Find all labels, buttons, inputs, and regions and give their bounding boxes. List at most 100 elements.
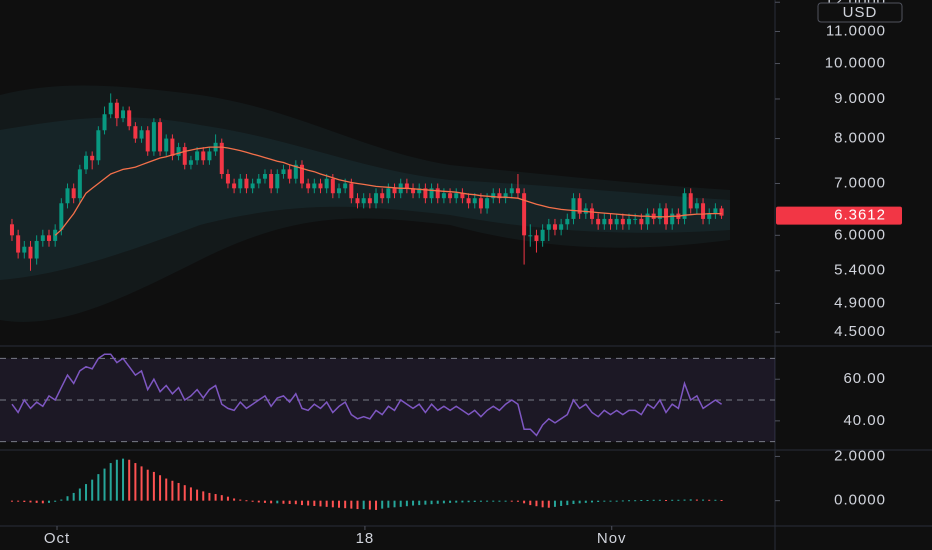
candle-body xyxy=(670,213,675,225)
y-tick-label: 40.00 xyxy=(843,412,886,429)
last-price-box xyxy=(776,206,902,225)
histogram-bar xyxy=(140,466,143,501)
candle-body xyxy=(256,178,261,184)
currency-label[interactable]: USD xyxy=(843,4,878,21)
y-tick-label: 8.0000 xyxy=(834,130,886,147)
candle-body xyxy=(281,169,286,175)
histogram-bar xyxy=(122,458,125,501)
candle-body xyxy=(40,235,45,241)
candle-body xyxy=(571,198,576,219)
candle-body xyxy=(250,183,255,189)
histogram-bar xyxy=(78,488,81,501)
y-tick-label: 2.0000 xyxy=(834,447,886,464)
candle-body xyxy=(90,155,95,161)
histogram-bar xyxy=(103,468,106,501)
histogram-bar xyxy=(208,492,211,501)
histogram-bar xyxy=(276,500,279,504)
currency-box[interactable] xyxy=(817,2,903,23)
histogram-bar xyxy=(109,463,112,501)
candle-body xyxy=(701,203,706,219)
histogram-bar xyxy=(196,489,199,501)
histogram-bar xyxy=(202,491,205,501)
candle-body xyxy=(589,208,594,219)
candle-body xyxy=(577,198,582,214)
candle-body xyxy=(466,198,471,204)
histogram-bar xyxy=(442,500,445,504)
candle-body xyxy=(707,213,712,219)
histogram-bar xyxy=(368,500,371,510)
candle-body xyxy=(84,155,89,170)
histogram-bar xyxy=(720,500,723,502)
histogram-bar xyxy=(597,500,600,502)
candle-body xyxy=(195,151,200,161)
candle-body xyxy=(46,235,51,241)
histogram-bar xyxy=(381,500,384,509)
candle-body xyxy=(145,130,150,152)
candle-body xyxy=(460,193,465,199)
histogram-bar xyxy=(541,500,544,508)
histogram-bar xyxy=(473,500,476,502)
histogram-bar xyxy=(461,500,464,503)
candle-body xyxy=(232,183,237,189)
candle-body xyxy=(528,235,533,237)
histogram-bar xyxy=(115,459,118,501)
histogram-bar xyxy=(159,475,162,501)
histogram-bar xyxy=(97,474,100,501)
histogram-bar xyxy=(331,500,334,508)
candle-body xyxy=(374,193,379,204)
histogram-bar xyxy=(560,500,563,506)
y-tick-label: 6.0000 xyxy=(834,226,886,243)
candle-body xyxy=(596,218,601,225)
candle-body xyxy=(534,235,539,241)
y-tick-label: 4.9000 xyxy=(834,294,886,311)
histogram-bar xyxy=(714,499,717,501)
candle-body xyxy=(478,198,483,209)
histogram-bar xyxy=(628,500,631,502)
candle-body xyxy=(34,240,39,259)
candle-body xyxy=(158,122,163,152)
histogram-bar xyxy=(387,500,390,508)
histogram-bar xyxy=(566,500,569,506)
candle-body xyxy=(472,198,477,204)
candle-body xyxy=(287,169,292,179)
histogram-bar xyxy=(621,500,624,502)
candle-body xyxy=(429,188,434,199)
histogram-bar xyxy=(344,500,347,509)
histogram-bar xyxy=(702,499,705,501)
candle-body xyxy=(602,218,607,225)
candle-body xyxy=(127,110,132,127)
candle-body xyxy=(355,198,360,204)
candle-body xyxy=(9,224,14,236)
candle-body xyxy=(522,193,527,236)
candle-body xyxy=(441,193,446,199)
histogram-bar xyxy=(10,500,13,502)
y-tick-label: 4.5000 xyxy=(834,323,886,340)
histogram-bar xyxy=(504,500,507,502)
candle-body xyxy=(65,188,70,204)
histogram-bar xyxy=(486,500,489,502)
histogram-bar xyxy=(516,500,519,502)
histogram-bar xyxy=(41,500,44,504)
histogram-bar xyxy=(652,499,655,501)
candle-body xyxy=(608,218,613,225)
candle-body xyxy=(491,193,496,199)
candle-body xyxy=(182,147,187,165)
histogram-bar xyxy=(294,500,297,505)
candle-body xyxy=(28,246,33,259)
histogram-bar xyxy=(523,500,526,504)
histogram-bar xyxy=(257,500,260,503)
candle-body xyxy=(540,229,545,241)
histogram-bar xyxy=(405,500,408,507)
candle-body xyxy=(324,178,329,189)
histogram-bar xyxy=(603,500,606,502)
histogram-bar xyxy=(375,500,378,510)
x-tick-label: 18 xyxy=(356,530,375,547)
histogram-bar xyxy=(455,500,458,503)
histogram-bar xyxy=(399,500,402,507)
histogram-bar xyxy=(72,492,75,501)
candle-body xyxy=(380,193,385,199)
candle-body xyxy=(565,218,570,225)
candle-body xyxy=(503,193,508,199)
histogram-bar xyxy=(29,500,32,503)
